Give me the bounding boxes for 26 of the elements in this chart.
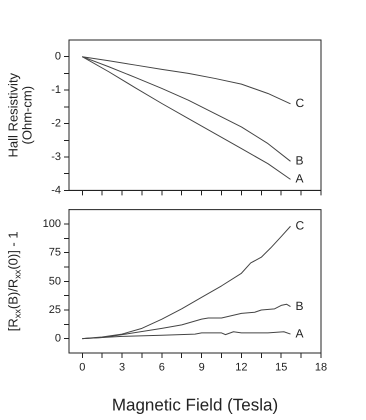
series-label: A [295, 326, 304, 340]
y-tick-label: 75 [48, 246, 61, 259]
y-axis-title: [Rxx(B)/Rxx(0)] - 1 [6, 231, 22, 332]
x-tick-label: 15 [275, 362, 288, 374]
y-tick-label: 0 [54, 50, 61, 63]
y-tick-label: -4 [51, 184, 61, 196]
y-tick-label: 100 [42, 218, 61, 230]
y-tick-label: -1 [51, 84, 61, 96]
x-tick-label: 12 [235, 362, 248, 374]
series-label: C [295, 218, 304, 233]
x-tick-label: 18 [314, 362, 328, 374]
y-tick-label: -2 [51, 118, 61, 130]
series-label: B [295, 298, 304, 313]
x-tick-label: 6 [158, 362, 165, 374]
x-tick-label: 0 [79, 362, 86, 374]
x-axis-title: Magnetic Field (Tesla) [112, 395, 278, 414]
series-label: B [295, 154, 304, 168]
y-tick-label: 50 [48, 275, 61, 288]
x-tick-label: 3 [118, 362, 126, 374]
series-label: A [295, 172, 304, 186]
y-tick-label: -3 [51, 151, 61, 164]
y-tick-label: 25 [48, 304, 61, 316]
y-axis-title: Hall Resistivity (Ohm-cm) [6, 72, 35, 158]
x-tick-label: 9 [198, 362, 205, 374]
series-label: C [295, 96, 304, 110]
y-tick-label: 0 [54, 332, 61, 345]
